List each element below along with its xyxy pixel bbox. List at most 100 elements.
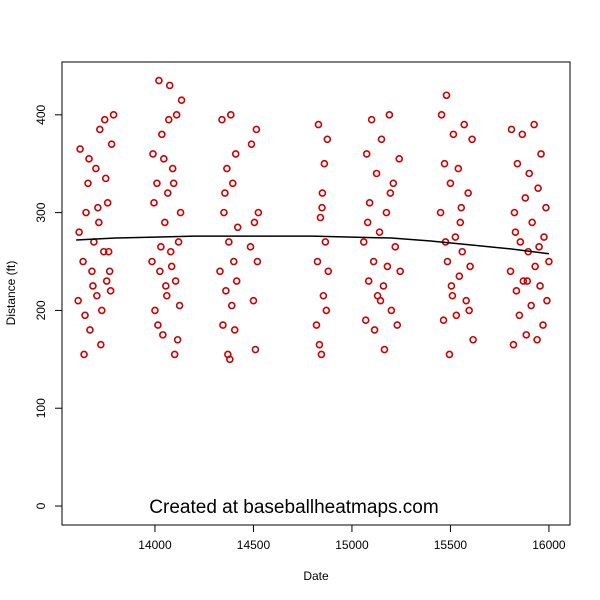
y-axis-label: Distance (ft) (4, 261, 18, 326)
data-point (156, 267, 164, 276)
data-point (109, 111, 118, 119)
data-point (101, 174, 110, 183)
data-point (155, 76, 163, 85)
data-point (229, 257, 238, 266)
x-tick-label: 14000 (138, 538, 172, 552)
data-point (460, 120, 469, 129)
data-point (228, 179, 237, 188)
y-tick-label: 300 (34, 202, 48, 222)
data-point (509, 340, 518, 349)
data-point (99, 247, 108, 256)
data-point (165, 81, 174, 90)
data-point (465, 306, 473, 315)
data-point (175, 301, 184, 310)
data-point (363, 218, 372, 227)
data-point (174, 238, 183, 246)
x-tick-label: 15000 (335, 538, 369, 552)
data-point (536, 282, 544, 290)
data-point (227, 301, 236, 310)
data-point (150, 199, 158, 207)
data-point (385, 111, 394, 119)
data-point (230, 326, 239, 334)
data-point (249, 296, 258, 305)
data-point (173, 335, 182, 344)
data-point (252, 125, 261, 134)
data-point (97, 340, 105, 349)
data-point (391, 243, 400, 251)
data-point (372, 169, 381, 178)
data-point (74, 296, 82, 305)
y-tick-label: 100 (34, 398, 48, 418)
data-point (89, 282, 97, 290)
data-point (458, 247, 467, 256)
data-point (227, 111, 235, 119)
data-point (168, 164, 177, 173)
data-point (96, 125, 104, 134)
data-point (518, 130, 527, 139)
data-point (437, 111, 446, 119)
data-point (375, 228, 384, 236)
data-point (531, 262, 539, 271)
data-point (535, 243, 543, 251)
data-point (545, 257, 553, 266)
data-point (448, 291, 457, 300)
data-point (318, 203, 326, 212)
data-point (521, 194, 530, 202)
data-point (439, 316, 448, 325)
data-point (159, 331, 167, 339)
data-point (92, 164, 100, 173)
data-point (522, 331, 531, 339)
y-tick-label: 400 (34, 104, 48, 124)
data-point (170, 350, 179, 359)
data-point (253, 257, 262, 266)
y-tick-label: 0 (34, 502, 48, 509)
data-point (93, 291, 101, 300)
data-point (250, 218, 259, 227)
data-point (317, 350, 326, 359)
data-point (515, 311, 524, 320)
data-point (537, 150, 545, 158)
data-point (84, 179, 92, 188)
data-point (85, 155, 93, 163)
data-point (103, 199, 112, 207)
plot-frame (61, 61, 571, 526)
data-point (376, 296, 385, 305)
data-point (223, 164, 231, 173)
data-point (530, 120, 538, 129)
data-point (94, 203, 102, 212)
data-point (445, 350, 454, 359)
data-point (539, 321, 547, 329)
data-point (379, 282, 388, 290)
data-point (443, 257, 452, 266)
data-point (387, 306, 396, 315)
data-point (104, 247, 113, 256)
data-point (88, 267, 96, 276)
data-point (166, 247, 175, 256)
data-point (533, 335, 541, 344)
data-point (380, 345, 389, 354)
data-point (382, 208, 391, 217)
data-point (157, 243, 165, 251)
data-point (79, 257, 87, 266)
data-point (232, 277, 241, 285)
data-point (80, 350, 88, 359)
data-point (105, 267, 114, 276)
data-point (540, 233, 548, 241)
data-point (106, 287, 115, 295)
data-point (314, 120, 323, 129)
data-point (519, 277, 528, 285)
data-point (76, 145, 84, 153)
data-point (454, 164, 463, 173)
data-point (231, 150, 240, 158)
data-point (511, 228, 520, 236)
data-point (512, 287, 521, 295)
data-point (457, 203, 466, 212)
data-point (377, 135, 386, 144)
data-point (169, 179, 178, 188)
data-point (82, 208, 90, 217)
x-tick-label: 16000 (532, 538, 566, 552)
data-point (312, 321, 321, 329)
data-point (75, 228, 83, 236)
data-point (172, 111, 181, 119)
